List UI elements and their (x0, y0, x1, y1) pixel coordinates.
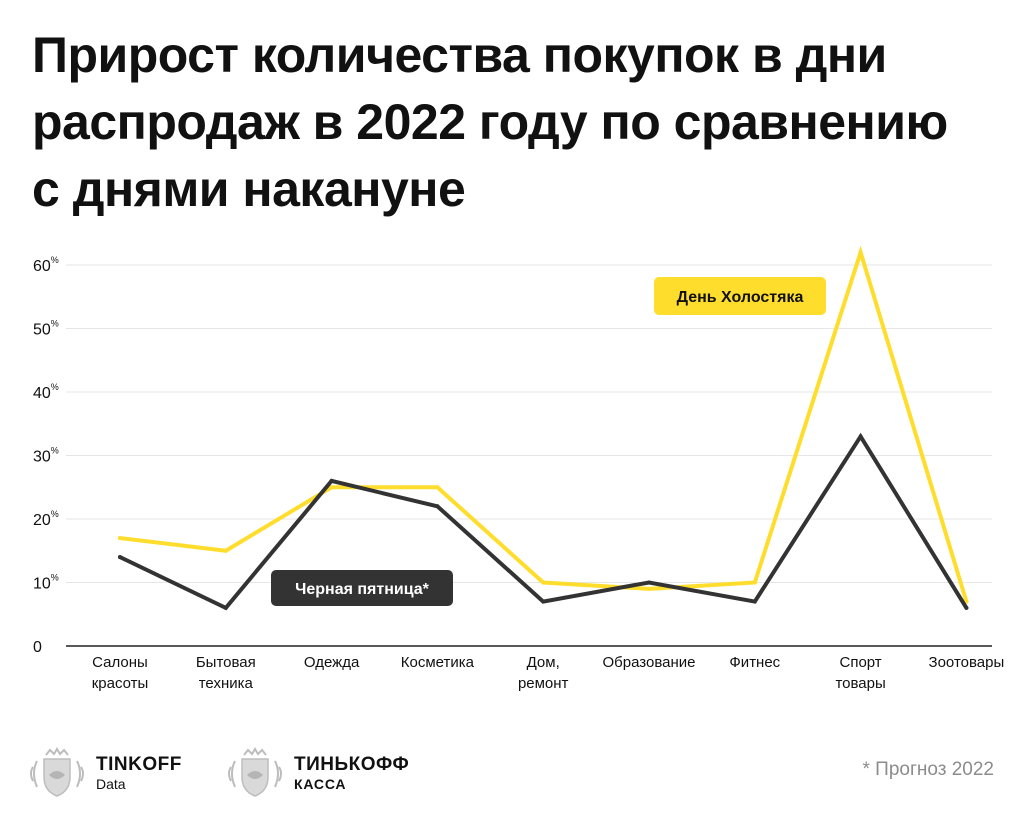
series-lines (118, 245, 969, 611)
y-axis-ticks: 0 10% 20% 30% 40% 50% 60% (33, 255, 59, 656)
data-point (752, 599, 757, 604)
brand-name: ТИНЬКОФФ (294, 754, 410, 776)
y-tick-label: 50% (33, 319, 59, 339)
series-label-text: День Холостяка (677, 289, 804, 306)
tinkoff-coat-of-arms-icon (228, 747, 282, 797)
data-point (752, 580, 757, 585)
data-point (223, 548, 228, 553)
data-point (541, 580, 546, 585)
y-tick-label: 20% (33, 509, 59, 529)
tinkoff-data-logo: TINKOFF Data (28, 747, 182, 799)
data-point (541, 599, 546, 604)
x-tick-label: Спорт товары (835, 654, 885, 692)
data-point (858, 250, 863, 255)
x-tick-label: Бытовая техника (196, 654, 256, 692)
data-point (223, 605, 228, 610)
brand-text: ТИНЬКОФФ КАССА (294, 754, 409, 792)
data-point (647, 586, 651, 591)
series-label-box (654, 277, 826, 315)
brand-name: TINKOFF (96, 754, 182, 776)
x-tick-label: Косметика (401, 654, 475, 671)
brand-subtitle: Data (96, 775, 126, 792)
data-point (964, 605, 969, 610)
series-line-1 (118, 245, 969, 604)
data-point (118, 536, 122, 541)
line-chart: 0 10% 20% 30% 40% 50% 60% Салоны красоты Бытовая… (33, 245, 1005, 692)
x-tick-label: Одежда (304, 654, 360, 671)
y-tick-label: 60% (33, 255, 59, 275)
series-label-text: Черная пятница* (295, 581, 430, 598)
data-point (647, 580, 651, 585)
y-tick-label: 0 (33, 639, 42, 656)
title-line-1: Прирост количества покупок в дни (32, 27, 887, 83)
series-labels: День Холостяка Черная пятница* (271, 277, 826, 606)
series-label-1: День Холостяка (654, 277, 826, 315)
y-tick-label: 30% (33, 446, 59, 466)
brand-text: TINKOFF Data (96, 754, 182, 792)
series-label-box (271, 570, 453, 606)
tinkoff-kassa-logo: ТИНЬКОФФ КАССА (226, 747, 409, 799)
tinkoff-coat-of-arms-icon (30, 747, 84, 797)
title-line-3: с днями накануне (32, 161, 466, 217)
data-point (858, 434, 863, 439)
x-tick-label: Зоотовары (929, 654, 1005, 671)
y-tick-label: 40% (33, 382, 59, 402)
x-tick-label: Салоны красоты (92, 654, 149, 692)
data-point (118, 555, 122, 560)
x-tick-label: Дом, ремонт (518, 654, 569, 692)
y-tick-label: 10% (33, 573, 59, 593)
series-label-2: Черная пятница* (271, 570, 453, 606)
data-point (329, 478, 334, 483)
data-point (435, 485, 440, 490)
footnote: * Прогноз 2022 (862, 759, 995, 780)
x-tick-label: Фитнес (729, 654, 780, 671)
data-point (435, 504, 440, 509)
brand-subtitle: КАССА (294, 775, 347, 792)
page-title: Прирост количества покупок в дни распрод… (32, 22, 1002, 223)
data-point (329, 485, 334, 490)
grid-lines (66, 264, 992, 647)
title-line-2: распродаж в 2022 году по сравнению (32, 94, 948, 150)
x-tick-label: Образование (603, 654, 696, 671)
x-axis-ticks: Салоны красоты Бытовая техника Одежда Космети… (92, 654, 1005, 692)
